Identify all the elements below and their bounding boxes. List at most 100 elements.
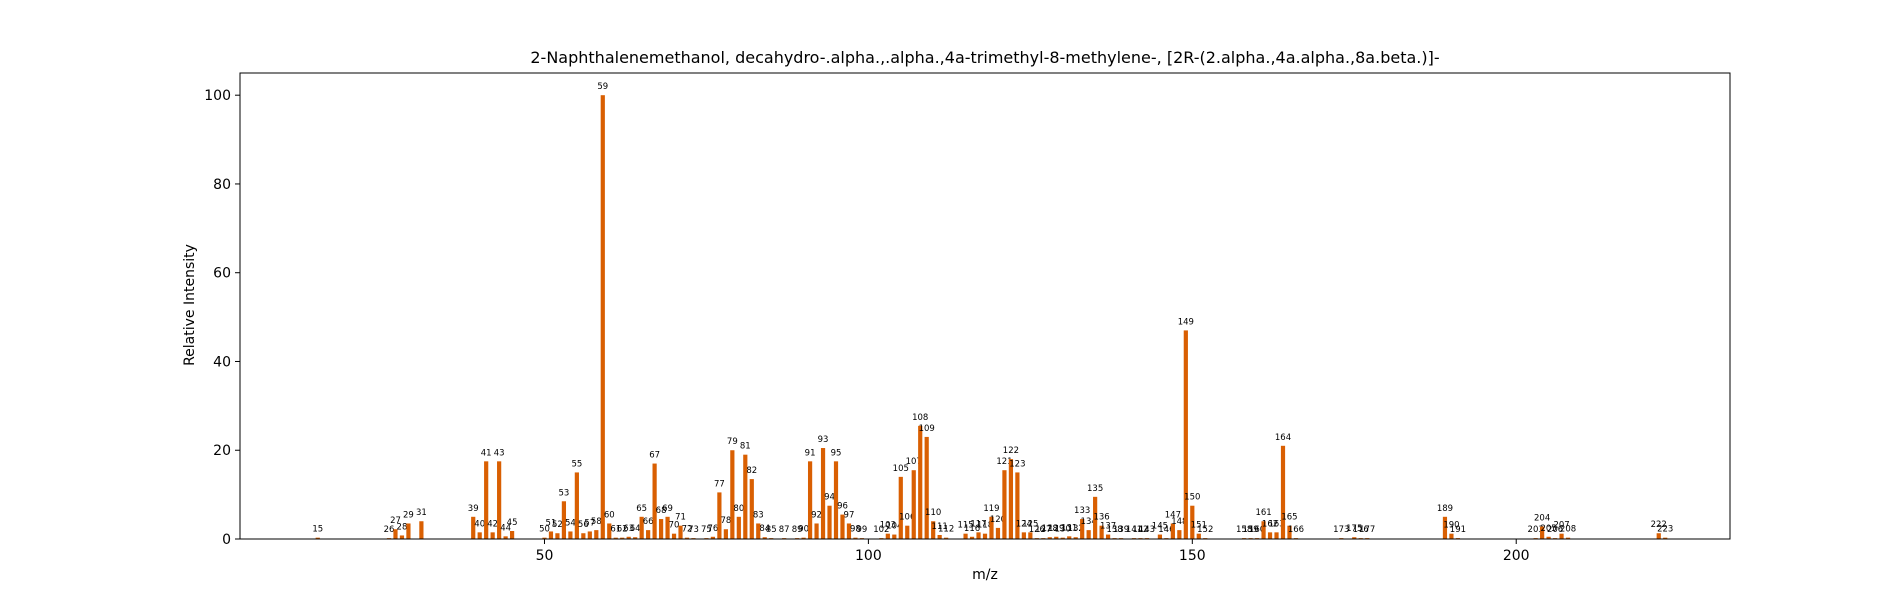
- bar: [820, 448, 826, 539]
- peak-label: 27: [390, 516, 401, 526]
- peak-label: 70: [669, 521, 680, 531]
- bar: [1183, 330, 1188, 539]
- bar: [406, 523, 411, 539]
- peak-label: 69: [662, 504, 673, 514]
- bar: [801, 537, 806, 539]
- y-tick-label: 20: [213, 443, 231, 459]
- bar: [555, 533, 560, 539]
- bar: [1080, 519, 1085, 539]
- peak-label: 83: [753, 510, 764, 520]
- bar: [548, 531, 554, 539]
- bar: [892, 534, 897, 539]
- bar: [1656, 533, 1661, 539]
- bar: [840, 514, 845, 539]
- peak-label: 59: [597, 82, 608, 92]
- peak-label: 67: [649, 451, 660, 461]
- peak-label: 84: [759, 524, 770, 534]
- peak-label: 64: [630, 524, 641, 534]
- x-axis-label: m/z: [972, 567, 998, 583]
- peak-label: 63: [623, 524, 634, 534]
- peak-label: 119: [983, 504, 999, 514]
- bar: [931, 521, 936, 539]
- bar: [1352, 537, 1357, 539]
- bar: [1099, 525, 1104, 539]
- peak-label: 54: [565, 518, 576, 528]
- bar: [671, 533, 677, 539]
- peak-label: 207: [1553, 521, 1569, 531]
- peak-label: 104: [886, 522, 902, 532]
- peak-label: 58: [591, 517, 602, 527]
- bar: [581, 533, 586, 539]
- peak-label: 147: [1165, 510, 1181, 520]
- peak-label: 76: [707, 524, 718, 534]
- peak-label: 75: [701, 525, 712, 535]
- bar: [561, 501, 567, 539]
- bar: [853, 537, 858, 539]
- peak-label: 142: [1132, 525, 1148, 535]
- peak-label: 102: [873, 525, 889, 535]
- peak-label: 203: [1528, 525, 1544, 535]
- peak-label: 71: [675, 513, 686, 523]
- peak-label: 132: [1068, 524, 1084, 534]
- bar: [613, 537, 618, 539]
- peak-label: 223: [1657, 525, 1673, 535]
- bar: [736, 516, 741, 539]
- y-tick-label: 100: [204, 88, 231, 104]
- bar: [1105, 534, 1111, 539]
- bar: [658, 519, 664, 539]
- bar: [315, 537, 320, 539]
- peak-label: 79: [727, 437, 738, 447]
- bar: [833, 461, 839, 539]
- peak-label: 159: [1242, 525, 1258, 535]
- bar: [393, 529, 398, 539]
- bar: [814, 523, 819, 539]
- peak-label: 81: [740, 442, 751, 452]
- bar: [574, 472, 579, 539]
- peak-label: 53: [558, 488, 569, 498]
- peak-label: 87: [779, 525, 790, 535]
- peak-label: 80: [733, 504, 744, 514]
- bar: [905, 525, 910, 539]
- peak-label: 43: [494, 448, 505, 458]
- peak-label: 133: [1074, 506, 1090, 516]
- peak-label: 191: [1450, 525, 1466, 535]
- peak-label: 66: [643, 517, 654, 527]
- bar: [1021, 532, 1026, 539]
- peak-label: 29: [403, 510, 414, 520]
- bar: [568, 531, 573, 539]
- peak-label: 162: [1262, 519, 1278, 529]
- peak-label: 161: [1255, 508, 1271, 518]
- peak-label: 105: [893, 464, 909, 474]
- y-axis-label: Relative Intensity: [182, 244, 198, 366]
- peak-label: 164: [1275, 433, 1291, 443]
- peak-label: 112: [938, 525, 954, 535]
- bar: [989, 516, 994, 539]
- peak-label: 39: [468, 504, 479, 514]
- x-tick-label: 150: [1179, 548, 1206, 564]
- bar: [600, 95, 605, 539]
- peak-label: 146: [1158, 525, 1174, 535]
- bar: [1267, 532, 1273, 539]
- bar: [924, 436, 929, 539]
- bar: [944, 537, 949, 539]
- peak-label: 124: [1016, 519, 1032, 529]
- bar: [419, 521, 424, 539]
- chart-title: 2-Naphthalenemethanol, decahydro-.alpha.…: [530, 48, 1439, 67]
- bar: [807, 461, 813, 539]
- peak-label: 135: [1087, 484, 1103, 494]
- bar: [594, 530, 599, 539]
- bar: [1287, 525, 1292, 539]
- peak-label: 82: [746, 466, 757, 476]
- peak-label: 90: [798, 525, 809, 535]
- peak-label: 149: [1178, 317, 1194, 327]
- peak-label: 106: [899, 513, 915, 523]
- bar: [1157, 534, 1163, 539]
- peak-label: 175: [1346, 524, 1362, 534]
- peak-label: 130: [1055, 525, 1071, 535]
- peak-label: 136: [1093, 513, 1109, 523]
- bar: [1177, 530, 1182, 539]
- y-tick-label: 60: [213, 266, 231, 282]
- bar: [626, 536, 631, 539]
